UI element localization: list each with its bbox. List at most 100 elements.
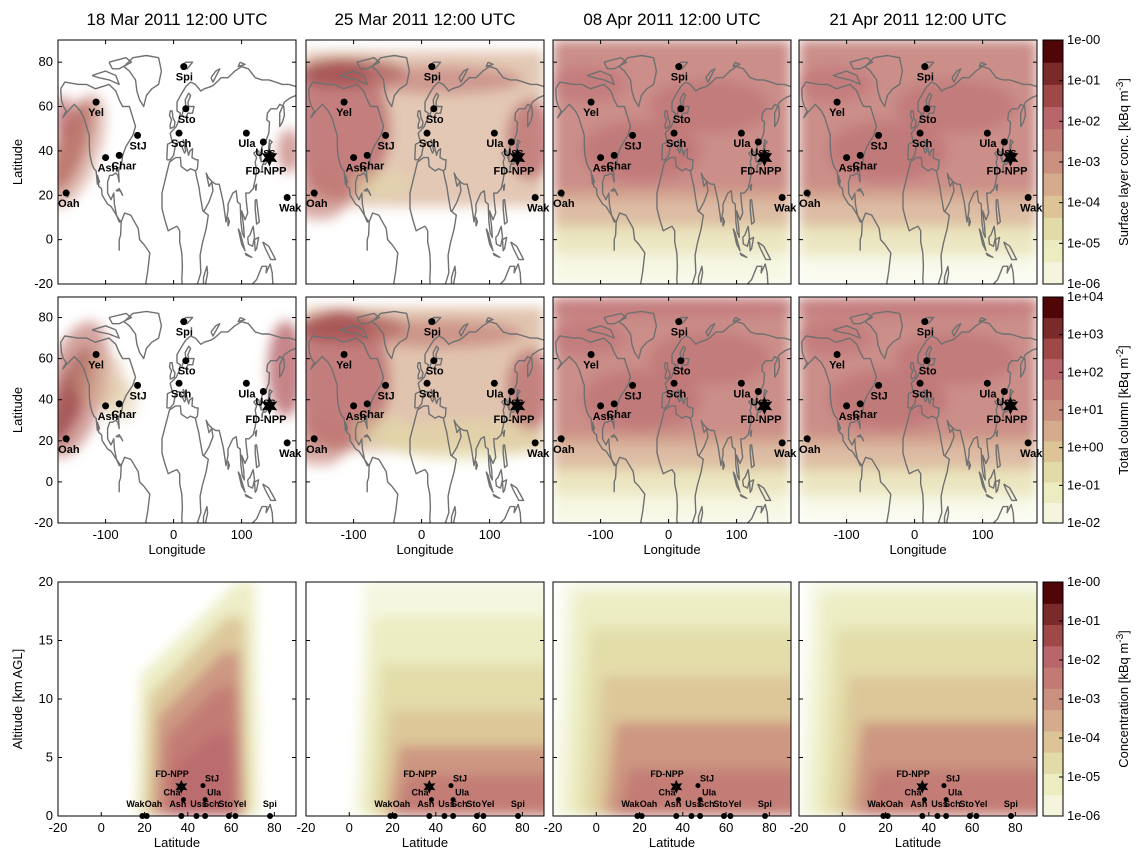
station-marker-fd-npp [670,779,683,794]
x-tick-label: 20 [632,820,646,835]
station-marker [441,813,448,819]
station-marker [610,151,618,159]
station-label: Sch [451,799,468,809]
station-marker [382,381,390,389]
station-label: Sto [919,114,937,126]
y-tick-label: 20 [39,433,53,448]
x-axis-label: Longitude [396,542,453,557]
colorbar-1: 1e-06 1e-05 1e-04 1e-03 1e-02 1e-01 1e-00 Surfa… [1042,32,1131,291]
station-marker [175,379,183,387]
station-label: Sto [919,366,937,378]
concentration-field [58,582,296,816]
station-marker [921,63,929,71]
x-tick-label: 0 [911,527,918,542]
station-marker [92,351,100,359]
station-marker [531,193,539,201]
plume-region [799,297,1037,318]
station-marker [387,813,394,819]
station-marker [423,379,431,387]
colorbar-segment [1043,582,1063,604]
colorbar-segment [1043,128,1063,152]
station-marker [943,813,950,819]
colorbar-segment [1043,338,1063,360]
x-tick-label: 20 [137,820,151,835]
station-label: Char [111,160,137,172]
colorbar-tick-label: 1e-04 [1067,195,1100,210]
x-axis-label: Latitude [649,835,695,850]
station-label: Uss [190,799,207,809]
station-marker [943,797,949,803]
station-marker [856,400,864,408]
station-label: Yel [829,107,845,119]
station-label: Sto [673,114,691,126]
station-label: Ash [169,799,186,809]
station-marker [175,129,183,137]
colorbar-segment [1043,62,1063,85]
concentration-field [799,40,1037,284]
station-label: Spi [263,799,277,809]
x-tick-label: 20 [878,820,892,835]
station-marker [587,351,595,359]
x-tick-label: 80 [515,820,529,835]
plume-region [382,420,543,461]
plume-japan [277,128,296,173]
colorbar-segment [1043,420,1063,442]
station-marker [102,154,110,162]
station-label: Ula [238,388,256,400]
station-marker [428,63,436,71]
station-marker [200,783,206,789]
station-marker [754,388,762,396]
column-title-3: 08 Apr 2011 12:00 UTC [583,10,760,29]
station-marker [610,400,618,408]
x-tick-label: 80 [1008,820,1022,835]
station-label: Spi [671,72,688,84]
y-tick-label: 20 [39,187,53,202]
station-label: Wak [1020,202,1043,214]
station-label: Ula [207,788,222,798]
x-tick-label: -100 [588,527,614,542]
station-marker [983,129,991,137]
station-label: StJ [871,390,888,402]
colorbar-segment [1043,730,1063,753]
plume-region [799,66,873,103]
station-label: Wak [279,448,302,460]
station-label: Yel [974,799,987,809]
colorbar-segment [1043,106,1063,130]
station-label: Ula [455,788,470,798]
station-label: Ula [486,388,504,400]
colorbar-segment [1043,261,1063,285]
x-axis-label: Longitude [643,542,700,557]
x-tick-label: 100 [726,527,748,542]
station-marker [778,193,786,201]
colorbar-segment [1043,217,1063,241]
colorbar-tick-label: 1e-01 [1067,477,1100,492]
colorbar-tick-label: 1e-02 [1067,113,1100,128]
plume-region [306,170,350,221]
column-title-4: 21 Apr 2011 12:00 UTC [829,10,1006,29]
plume-region [895,80,1016,133]
station-marker [1024,193,1032,201]
station-marker [423,129,431,137]
station-marker [884,813,891,819]
colorbar-segment [1043,440,1063,462]
y-tick-label: 15 [39,633,53,648]
station-label: Wak [774,202,797,214]
station-label: Oah [553,198,575,210]
station-marker [919,813,926,819]
station-marker [677,105,685,113]
station-label: Ash [346,411,367,423]
colorbar-tick-label: 1e-04 [1067,730,1100,745]
colorbar-segment [1043,688,1063,711]
station-label: Ula [979,138,997,150]
plume-region [553,66,627,103]
y-tick-label: 80 [39,310,53,325]
colorbar-segment [1043,399,1063,421]
panel-frame [552,296,792,524]
station-marker [178,813,185,819]
